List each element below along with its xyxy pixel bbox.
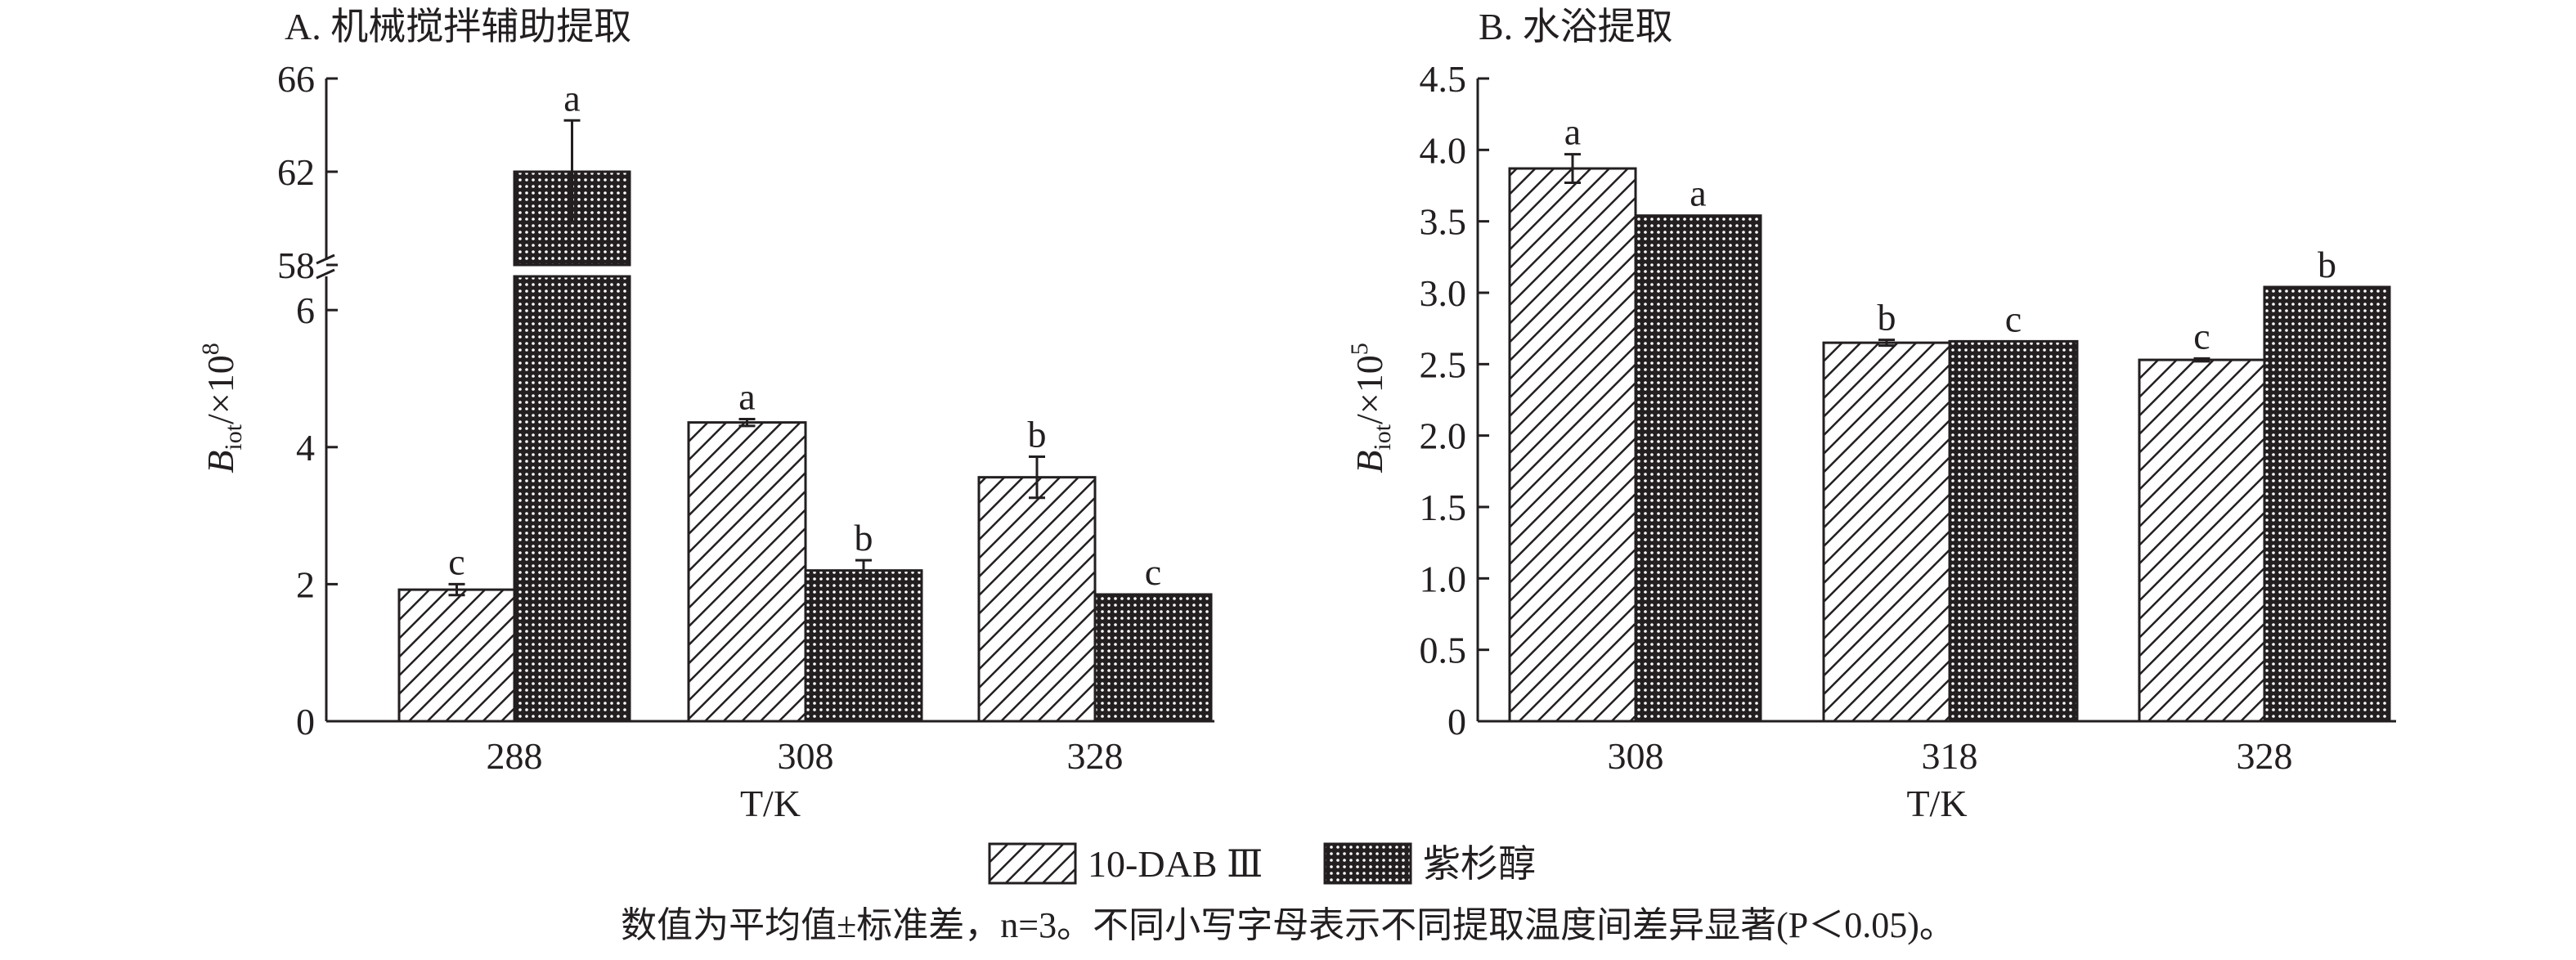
error-bar	[1564, 153, 1581, 185]
x-tick-label: 328	[2237, 735, 2293, 777]
y-label-sup: 8	[197, 343, 224, 355]
panel-b: B. 水浴提取 0 0.5 1.0 1.5 2.0 2.5 3.0 3.5 4.0 4.5 Biot/…	[1346, 6, 2396, 824]
bar-10-DAB Ⅲ	[977, 476, 1097, 723]
panel-title: B. 水浴提取	[1479, 6, 1673, 47]
bar-紫杉醇	[1093, 593, 1213, 723]
significance-letter: a	[563, 77, 580, 119]
y-axis-label: Biot/×105	[1346, 343, 1396, 473]
legend-swatch-paclitaxel	[1323, 842, 1412, 885]
x-tick-label: 318	[1922, 735, 1978, 777]
y-tick-label: 1.0	[1420, 558, 1467, 599]
bar-紫杉醇	[1948, 339, 2079, 723]
x-axis-label: T/K	[1906, 783, 1967, 824]
significance-letter: b	[1028, 414, 1047, 455]
significance-letter: a	[738, 375, 755, 417]
y-tick-label: 6	[296, 289, 315, 331]
y-tick-label: 3.0	[1420, 272, 1467, 314]
error-bar	[855, 559, 872, 582]
y-tick-label: 66	[277, 58, 315, 100]
bar-10-DAB Ⅲ	[1822, 341, 1951, 723]
y-tick-label: 1.5	[1420, 487, 1467, 528]
significance-letter: b	[2318, 244, 2336, 285]
significance-letter: c	[2193, 315, 2210, 357]
x-tick-label: 308	[778, 735, 834, 777]
error-bar	[738, 417, 756, 428]
y-tick-label: 62	[277, 151, 315, 193]
significance-letter: a	[1690, 173, 1706, 214]
axis-break-mark	[316, 253, 335, 280]
bar-10-DAB Ⅲ	[2138, 358, 2266, 723]
y-tick-label: 3.5	[1420, 201, 1467, 243]
significance-letter: b	[855, 517, 873, 559]
y-label-rest: /×10	[200, 355, 241, 424]
panel-title: A. 机械搅拌辅助提取	[285, 6, 631, 47]
y-label-sub: iot	[1369, 424, 1396, 450]
bar-10-DAB Ⅲ	[1508, 167, 1637, 723]
figure-caption: 数值为平均值±标准差，n=3。不同小写字母表示不同提取温度间差异显著(P＜0.0…	[621, 905, 1955, 945]
error-bar	[2193, 357, 2210, 363]
bar-紫杉醇	[1634, 214, 1762, 723]
legend-swatch-10dab	[988, 842, 1077, 885]
y-label-main: B	[200, 451, 241, 473]
y-label-sub: iot	[220, 424, 247, 450]
y-tick-label: 2	[296, 563, 315, 605]
x-tick-label: 288	[487, 735, 543, 777]
significance-letter: c	[2005, 298, 2022, 339]
error-bar	[1029, 455, 1045, 500]
y-tick-label: 58	[277, 244, 315, 286]
y-tick-label: 4.5	[1420, 58, 1467, 100]
y-tick-label: 0	[296, 701, 315, 742]
x-tick-label: 328	[1067, 735, 1124, 777]
bar-紫杉醇	[804, 569, 923, 723]
legend-label-paclitaxel: 紫杉醇	[1423, 843, 1536, 885]
y-tick-label: 2.5	[1420, 343, 1467, 385]
significance-letter: b	[1878, 297, 1896, 339]
y-tick-label: 4.0	[1420, 129, 1467, 171]
y-label-main: B	[1349, 451, 1390, 473]
y-tick-label: 0	[1447, 701, 1466, 742]
y-label-rest: /×10	[1349, 355, 1390, 424]
x-label-text: T/K	[740, 783, 801, 824]
y-tick-label: 4	[296, 427, 315, 469]
y-axis-label: Biot/×108	[197, 343, 247, 473]
bar-10-DAB Ⅲ	[397, 588, 516, 723]
x-axis-label: T/K	[740, 783, 801, 824]
significance-letter: a	[1564, 111, 1581, 153]
y-label-sup: 5	[1346, 343, 1373, 355]
legend: 10-DAB Ⅲ 紫杉醇	[988, 842, 1536, 885]
bar-紫杉醇	[2263, 285, 2391, 723]
error-bar	[1878, 339, 1895, 348]
panel-a: A. 机械搅拌辅助提取 0 2 4 658 62 66 Biot/×108 T/K 288 c a 30…	[197, 6, 1214, 824]
significance-letter: c	[448, 541, 464, 582]
error-bar	[448, 582, 465, 597]
bar-紫杉醇	[513, 275, 631, 723]
y-tick-label: 2.0	[1420, 415, 1467, 457]
error-bar	[563, 119, 581, 225]
legend-label-10dab: 10-DAB Ⅲ	[1088, 843, 1263, 885]
significance-letter: c	[1145, 551, 1161, 593]
y-tick-label: 0.5	[1420, 630, 1467, 671]
bar-10-DAB Ⅲ	[687, 421, 807, 723]
x-tick-label: 308	[1608, 735, 1664, 777]
x-label-text: T/K	[1906, 783, 1967, 824]
